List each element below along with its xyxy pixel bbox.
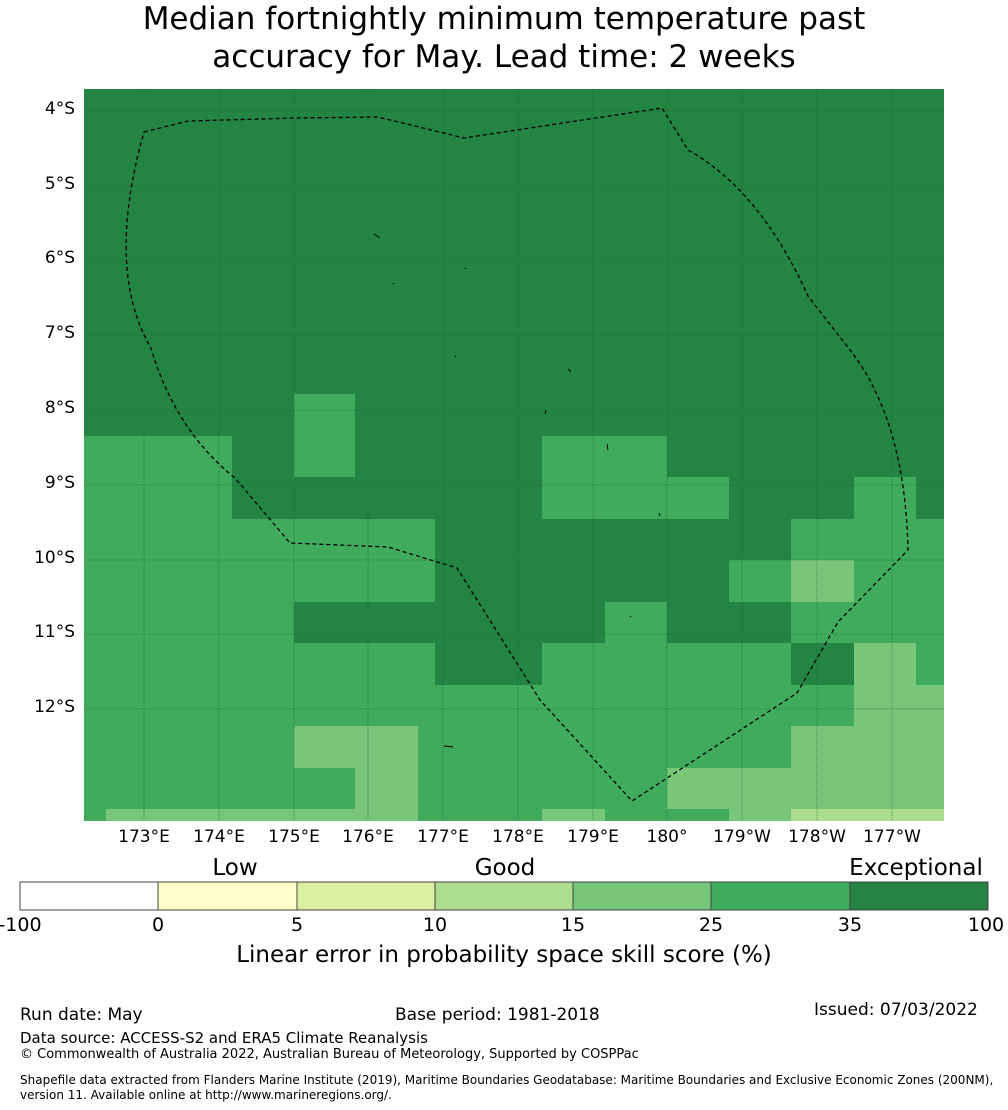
lon-label: 173°E [118, 827, 170, 847]
lat-label: 11°S [34, 622, 75, 642]
chart-title: Median fortnightly minimum temperature p… [0, 0, 1008, 76]
lat-label: 10°S [34, 548, 75, 568]
lon-label: 179°W [713, 827, 771, 847]
colorbar-tick: 5 [290, 914, 304, 936]
run-date: Run date: May [20, 1005, 143, 1025]
colorbar-tick: 15 [560, 914, 586, 936]
skill-grid-cells [84, 89, 944, 821]
lat-label: 5°S [44, 174, 75, 194]
graticule [84, 89, 944, 821]
cells-10-15 [791, 809, 944, 821]
shapefile-credit-2: version 11. Available online at http://w… [20, 1088, 392, 1102]
title-line-1: Median fortnightly minimum temperature p… [142, 1, 866, 37]
cells-35-plus [294, 602, 854, 685]
lat-label: 8°S [44, 398, 75, 418]
lon-label: 175°E [268, 827, 320, 847]
title-line-2: accuracy for May. Lead time: 2 weeks [212, 39, 796, 75]
lat-label: 9°S [44, 473, 75, 493]
colorbar-seg-7 [849, 881, 989, 911]
colorbar-label: Linear error in probability space skill … [236, 942, 772, 968]
lon-label: 180° [646, 827, 688, 847]
lon-label: 177°W [863, 827, 921, 847]
legend-category-exceptional: Exceptional [849, 855, 983, 881]
colorbar-tick: 10 [422, 914, 448, 936]
lon-label: 174°E [193, 827, 245, 847]
lat-label: 4°S [44, 99, 75, 119]
data-source: Data source: ACCESS-S2 and ERA5 Climate … [20, 1029, 428, 1047]
colorbar-seg-3 [296, 881, 436, 911]
lat-label: 6°S [44, 248, 75, 268]
lat-label: 12°S [34, 697, 75, 717]
eez-boundary [125, 107, 909, 802]
colorbar-tick: 0 [151, 914, 165, 936]
cells-bottom-25-35 [294, 768, 729, 821]
colorbar-seg-4 [434, 881, 574, 911]
legend-category-low: Low [212, 855, 258, 881]
legend-category-good: Good [474, 855, 536, 881]
shapefile-credit-1: Shapefile data extracted from Flanders M… [20, 1073, 994, 1087]
colorbar [19, 881, 989, 911]
issued-date: Issued: 07/03/2022 [814, 1000, 978, 1020]
lon-label: 177°E [417, 827, 469, 847]
base-period: Base period: 1981-2018 [395, 1005, 600, 1025]
colorbar-tick: 35 [837, 914, 863, 936]
colorbar-seg-6 [710, 881, 851, 911]
copyright: © Commonwealth of Australia 2022, Austra… [20, 1047, 639, 1062]
islands [373, 233, 661, 748]
cells-15-25 [106, 560, 944, 821]
colorbar-tick: -100 [0, 914, 42, 936]
colorbar-tick: 25 [698, 914, 724, 936]
colorbar-seg-1 [19, 881, 159, 911]
colorbar-seg-2 [157, 881, 298, 911]
lon-label: 179°E [567, 827, 619, 847]
lon-label: 178°E [492, 827, 544, 847]
colorbar-seg-5 [572, 881, 712, 911]
lat-label: 7°S [44, 323, 75, 343]
lon-label: 178°W [788, 827, 846, 847]
colorbar-tick: 100 [967, 914, 1005, 936]
lon-label: 176°E [342, 827, 394, 847]
